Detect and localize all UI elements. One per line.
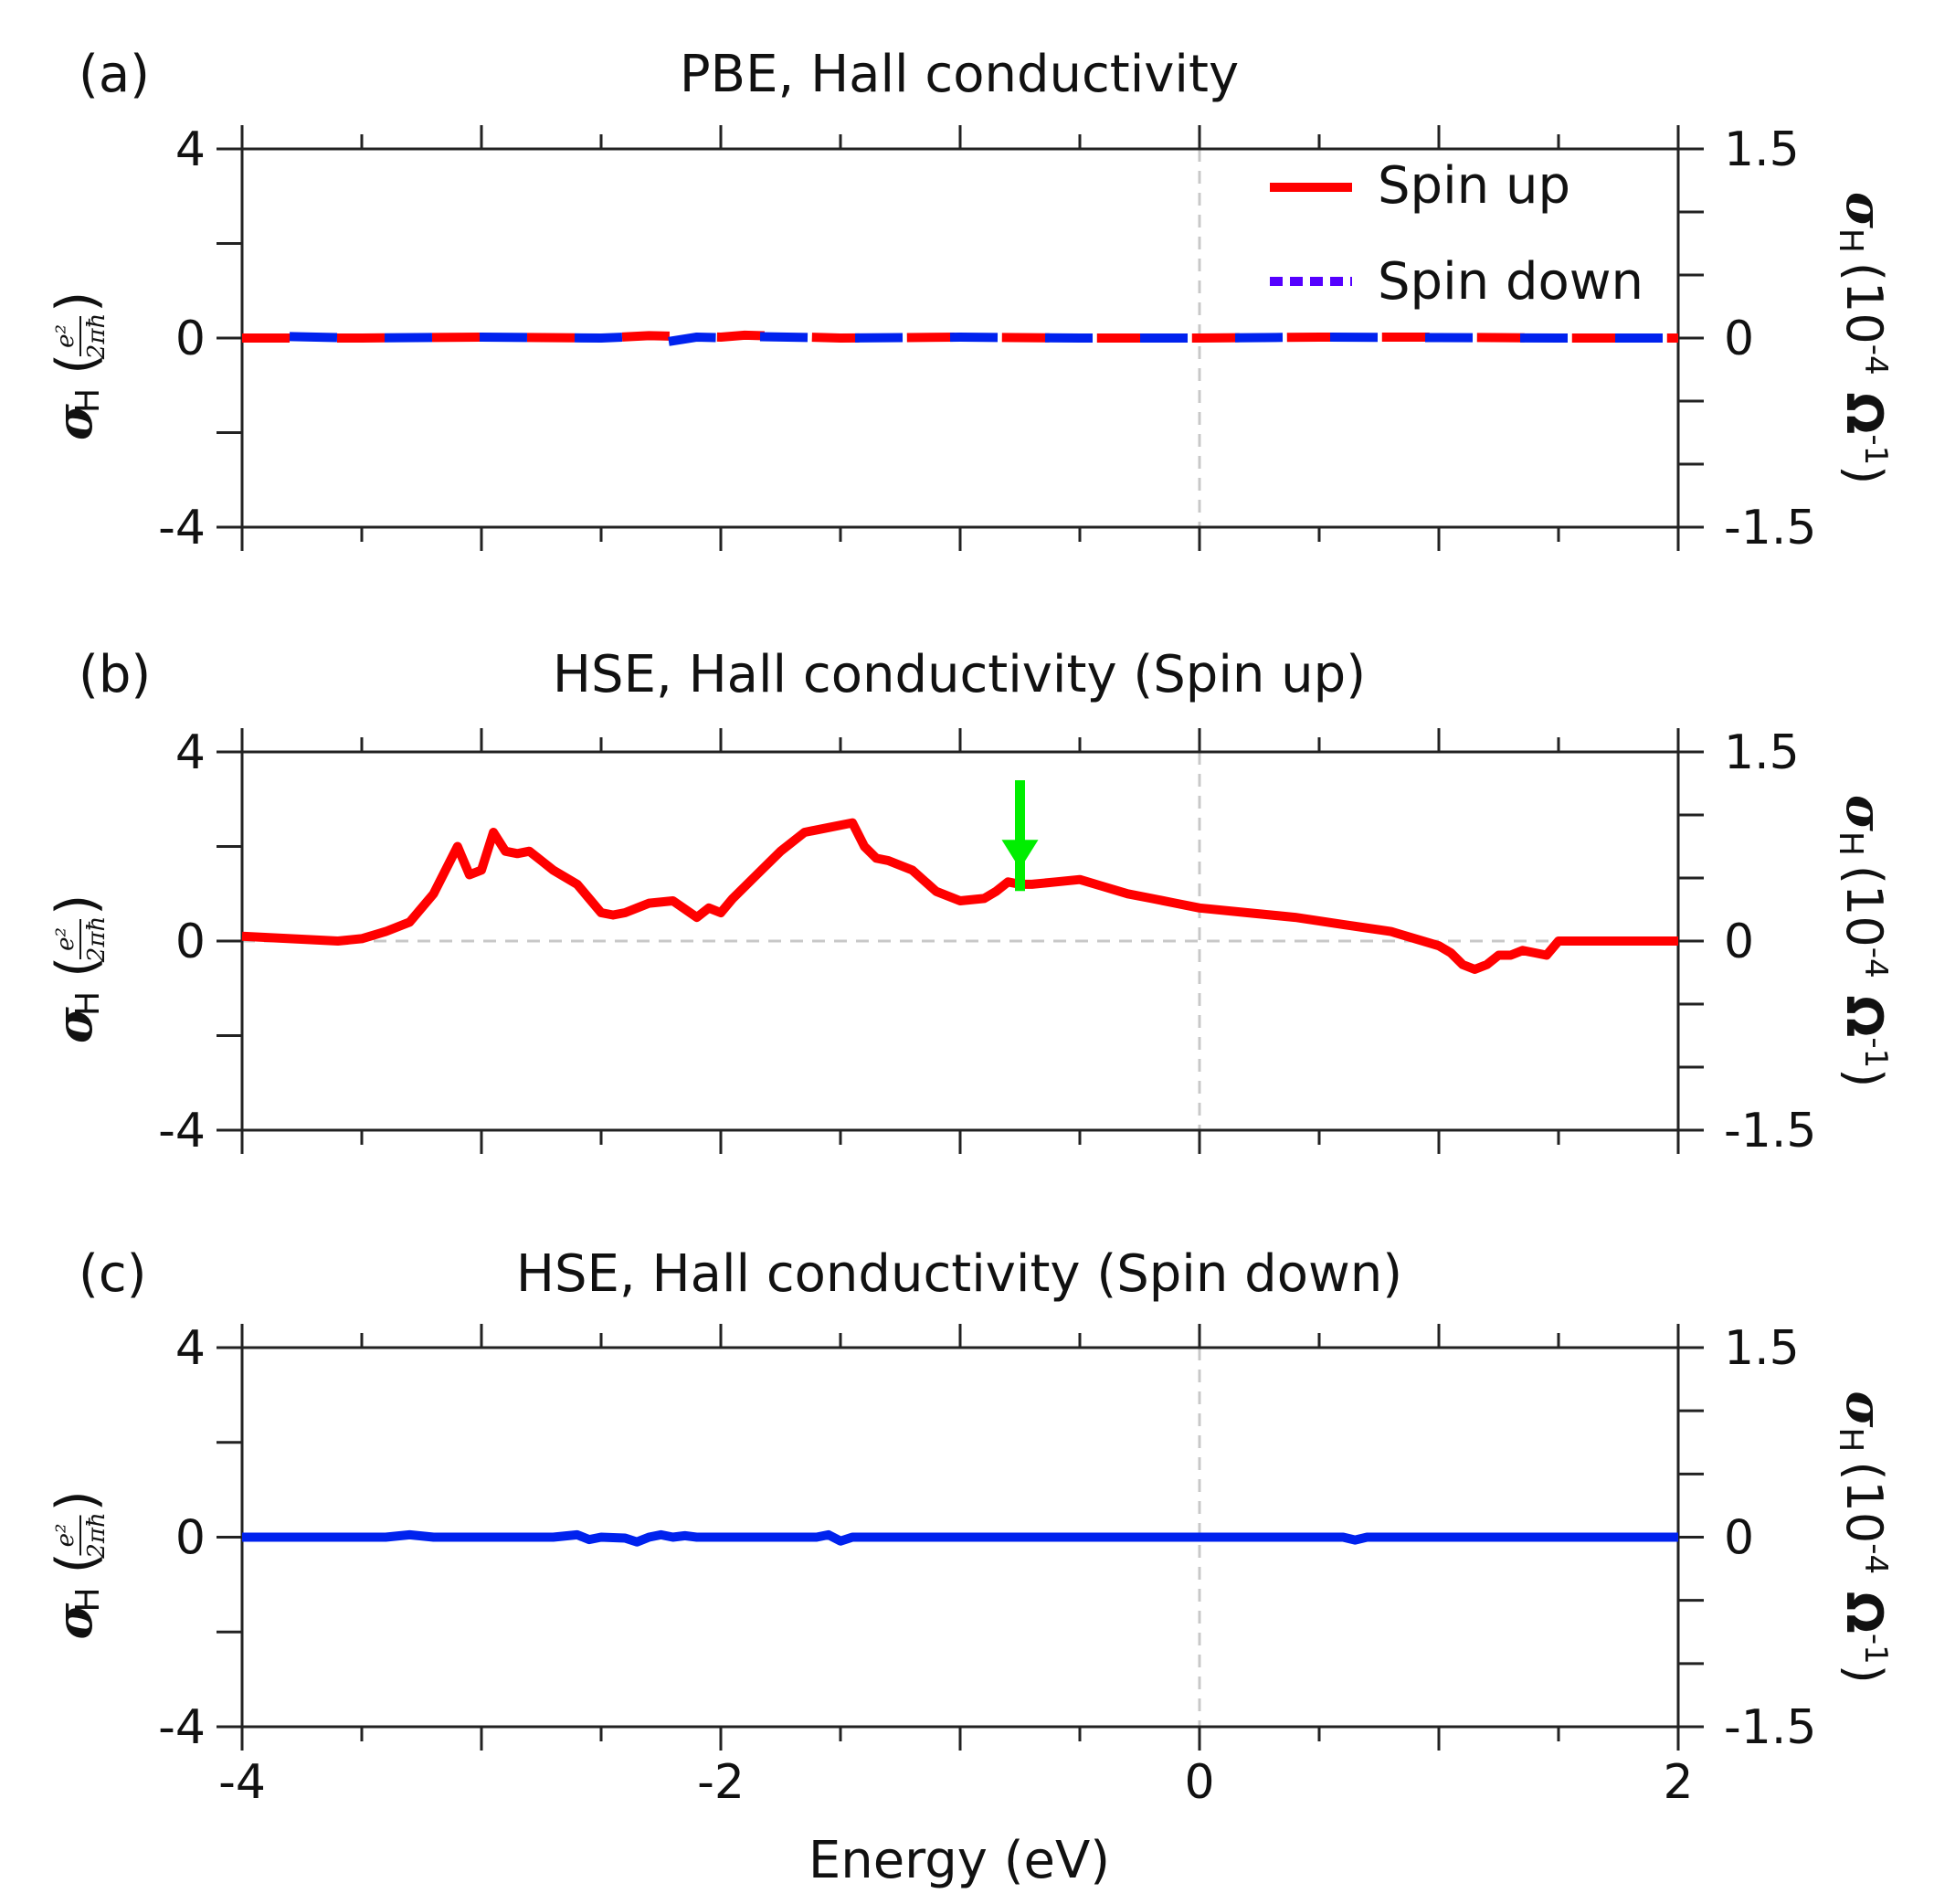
y-tick-label-left: -4 (158, 1700, 206, 1755)
ylabel-left-subscript: H (69, 388, 107, 413)
y-axis-label-left: σH ( e² 2πħ) (45, 894, 111, 1043)
panel-c-label: (c) (79, 1244, 146, 1304)
x-tick-label: -4 (218, 1755, 266, 1810)
panel-c-title: HSE, Hall conductivity (Spin down) (516, 1244, 1402, 1304)
series-line-spin-down (242, 1529, 1678, 1547)
y-tick-label-right: 0 (1724, 915, 1754, 969)
panel-b-title: HSE, Hall conductivity (Spin up) (553, 645, 1366, 704)
legend: Spin up Spin down (1270, 156, 1643, 312)
ylabel-left-denominator: 2πħ (83, 313, 111, 360)
panel-a-label: (a) (79, 45, 150, 104)
ylabel-left-denominator: 2πħ (83, 1512, 111, 1559)
ylabel-left-open-paren: ( (45, 1552, 109, 1573)
panel-c: (c) HSE, Hall conductivity (Spin down) -… (45, 1244, 1894, 1810)
y-tick-label-right: -1.5 (1724, 501, 1816, 555)
y-tick-label-right: 1.5 (1724, 725, 1800, 780)
y-axis-label-right: σH(10-4 Ω-1) (1832, 795, 1894, 1087)
series-line-spin-up (241, 818, 1678, 974)
y-tick-label-left: 0 (175, 1511, 206, 1566)
ylabel-right-text: σH(10-4 Ω-1) (1832, 1391, 1894, 1684)
y-axis-label-left: σH ( e² 2πħ) (45, 291, 111, 440)
ylabel-left-symbol: σ (45, 1007, 103, 1043)
ylabel-left-subscript: H (69, 991, 107, 1016)
x-tick-label: 2 (1663, 1755, 1693, 1810)
ylabel-left-close-paren: ) (45, 1490, 109, 1511)
legend-spin-up-label: Spin up (1378, 156, 1570, 216)
x-axis-title: Energy (eV) (808, 1831, 1110, 1890)
ylabel-left-denominator: 2πħ (83, 916, 111, 963)
y-tick-label-left: 4 (175, 725, 206, 780)
ylabel-right-text: σH(10-4 Ω-1) (1832, 192, 1894, 484)
ylabel-left-open-paren: ( (45, 957, 109, 978)
panel-b: (b) HSE, Hall conductivity (Spin up) -4 0… (45, 645, 1894, 1158)
panel-b-plot: -4 0 4 -1.5 0 1.5 σH ( e² 2πħ) σH(10-4 Ω-1) (45, 725, 1894, 1158)
y-axis-label-right: σH(10-4 Ω-1) (1832, 1391, 1894, 1684)
ylabel-left-numerator: e² (52, 1524, 79, 1548)
series-line-spin-down (241, 331, 1678, 349)
panel-a-plot: -4 0 4 -1.5 0 1.5 σH ( e² 2πħ) σH(10-4 Ω-1) (45, 122, 1894, 555)
panel-b-label: (b) (79, 645, 151, 704)
y-tick-label-left: -4 (158, 501, 206, 555)
ylabel-left-subscript: H (69, 1587, 107, 1612)
y-tick-label-right: 0 (1724, 1511, 1754, 1566)
series-line-spin-up (242, 330, 1678, 343)
ylabel-left-symbol: σ (45, 404, 103, 440)
y-tick-label-left: 0 (175, 915, 206, 969)
y-tick-label-left: -4 (158, 1104, 206, 1158)
y-tick-label-right: -1.5 (1724, 1700, 1816, 1755)
ylabel-left-close-paren: ) (45, 894, 109, 915)
ylabel-left-symbol: σ (45, 1603, 103, 1640)
y-tick-label-left: 4 (175, 122, 206, 177)
y-axis-label-right: σH(10-4 Ω-1) (1832, 192, 1894, 484)
ylabel-left-numerator: e² (52, 324, 79, 348)
ylabel-left-open-paren: ( (45, 354, 109, 375)
y-axis-label-left: σH ( e² 2πħ) (45, 1490, 111, 1639)
y-tick-label-right: 0 (1724, 312, 1754, 366)
ylabel-right-text: σH(10-4 Ω-1) (1832, 795, 1894, 1087)
x-tick-label: 0 (1184, 1755, 1214, 1810)
ylabel-left-numerator: e² (52, 927, 79, 951)
x-tick-label: -2 (697, 1755, 745, 1810)
panel-a: (a) PBE, Hall conductivity -4 0 4 -1.5 0 1.5 σ… (45, 45, 1894, 555)
panel-c-plot: -4 0 4 -1.5 0 1.5 -4 -2 0 2 σH ( e² 2πħ) σH(10-4 Ω-1) (45, 1321, 1894, 1810)
y-tick-label-left: 0 (175, 312, 206, 366)
panel-a-title: PBE, Hall conductivity (680, 45, 1239, 104)
ylabel-left-close-paren: ) (45, 291, 109, 312)
green-arrow-head (1001, 840, 1039, 870)
y-tick-label-right: -1.5 (1724, 1104, 1816, 1158)
legend-spin-down-label: Spin down (1378, 252, 1643, 312)
y-tick-label-left: 4 (175, 1321, 206, 1376)
y-tick-label-right: 1.5 (1724, 1321, 1800, 1376)
y-tick-label-right: 1.5 (1724, 122, 1800, 177)
